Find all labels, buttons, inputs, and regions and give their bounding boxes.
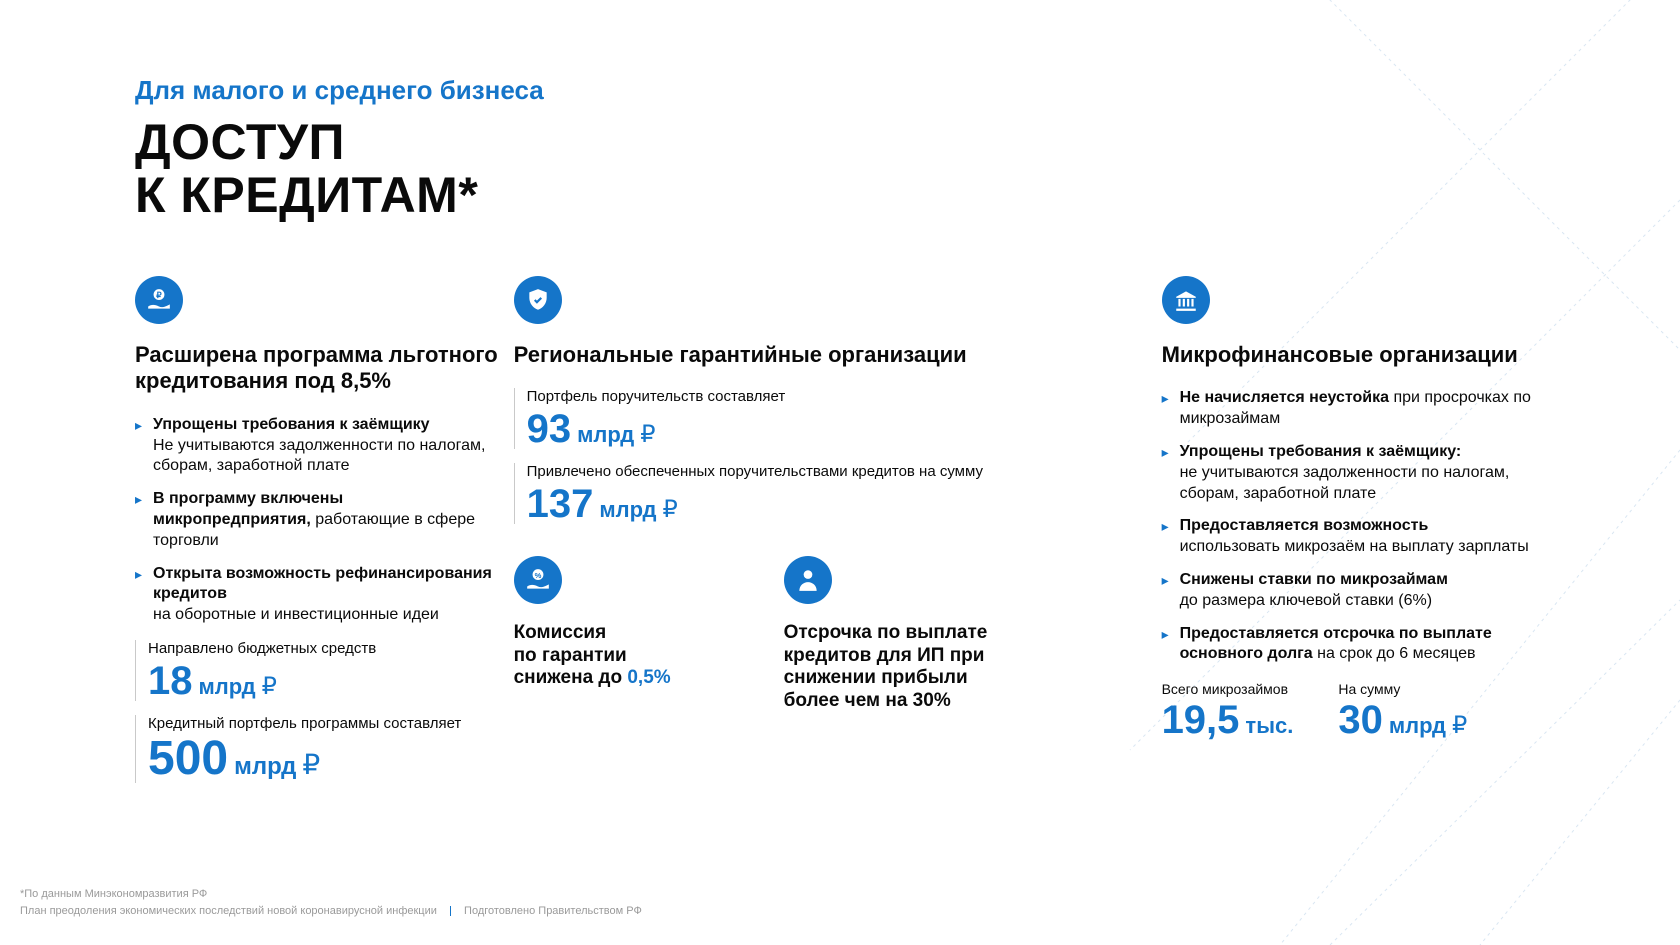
col1-title: Расширена программа льготного кредитован… xyxy=(135,342,504,395)
deferral-title: Отсрочка по выплате кредитов для ИП при … xyxy=(784,622,1014,713)
source-note: *По данным Минэкономразвития РФ xyxy=(20,886,642,903)
col3-bullets: Не начисляется неустойка при просрочках … xyxy=(1162,388,1570,665)
ruble-hand-icon: ₽ xyxy=(135,276,183,324)
stat-label: Всего микрозаймов xyxy=(1162,681,1294,697)
title-line1: ДОСТУП xyxy=(135,114,345,170)
svg-text:₽: ₽ xyxy=(156,290,162,300)
stat-label: На сумму xyxy=(1338,681,1467,697)
column-guarantee-orgs: Региональные гарантийные организации Пор… xyxy=(514,276,1037,793)
title-line2: К КРЕДИТАМ* xyxy=(135,167,478,223)
list-item: Упрощены требования к заёмщикуНе учитыва… xyxy=(135,415,504,477)
bank-icon xyxy=(1162,276,1210,324)
svg-text:%: % xyxy=(534,571,541,580)
col1-bullets: Упрощены требования к заёмщикуНе учитыва… xyxy=(135,415,504,626)
commission-section: % Комиссия по гарантии снижена до 0,5% xyxy=(514,556,744,733)
list-item: Предоставляется возможностьиспользовать … xyxy=(1162,516,1570,558)
column-lending-program: ₽ Расширена программа льготного кредитов… xyxy=(135,276,504,793)
stat-secured-credits: Привлечено обеспеченных поручительствами… xyxy=(514,463,1037,524)
subtitle: Для малого и среднего бизнеса xyxy=(135,75,1570,106)
list-item: Снижены ставки по микрозаймамдо размера … xyxy=(1162,570,1570,612)
list-item: Открыта возможность рефинансирования кре… xyxy=(135,564,504,626)
stat-total-loans: Всего микрозаймов 19,5 тыс. xyxy=(1162,681,1294,740)
stat-portfolio: Кредитный портфель программы составляет … xyxy=(135,715,504,784)
stat-total-amount: На сумму 30 млрд ₽ xyxy=(1338,681,1467,740)
person-icon xyxy=(784,556,832,604)
footer: *По данным Минэкономразвития РФ План пре… xyxy=(20,886,642,919)
stat-label: Привлечено обеспеченных поручительствами… xyxy=(527,463,1037,482)
stat-budget: Направлено бюджетных средств 18 млрд ₽ xyxy=(135,640,504,701)
list-item: Предоставляется отсрочка по выплате осно… xyxy=(1162,624,1570,666)
footer-left: План преодоления экономических последств… xyxy=(20,905,437,917)
col2-title: Региональные гарантийные организации xyxy=(514,342,1037,368)
deferral-section: Отсрочка по выплате кредитов для ИП при … xyxy=(784,556,1014,733)
list-item: В программу включены микропредприятия, р… xyxy=(135,489,504,551)
percent-hand-icon: % xyxy=(514,556,562,604)
commission-title: Комиссия по гарантии снижена до 0,5% xyxy=(514,622,744,690)
column-microfinance: Микрофинансовые организации Не начисляет… xyxy=(1162,276,1570,793)
footer-separator xyxy=(450,906,451,916)
stat-label: Кредитный портфель программы составляет xyxy=(148,715,504,734)
main-title: ДОСТУП К КРЕДИТАМ* xyxy=(135,116,1570,221)
stat-label: Направлено бюджетных средств xyxy=(148,640,504,659)
stat-label: Портфель поручительств составляет xyxy=(527,388,1037,407)
list-item: Не начисляется неустойка при просрочках … xyxy=(1162,388,1570,430)
col3-title: Микрофинансовые организации xyxy=(1162,342,1570,368)
shield-icon xyxy=(514,276,562,324)
list-item: Упрощены требования к заёмщику:не учитыв… xyxy=(1162,442,1570,504)
stat-guarantees: Портфель поручительств составляет 93 млр… xyxy=(514,388,1037,449)
footer-right: Подготовлено Правительством РФ xyxy=(464,905,642,917)
